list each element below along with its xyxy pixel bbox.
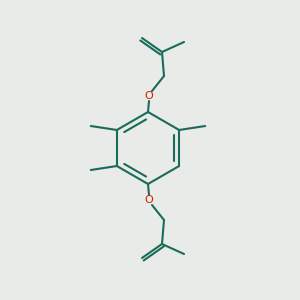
Text: O: O bbox=[145, 195, 153, 205]
Text: O: O bbox=[145, 91, 153, 101]
